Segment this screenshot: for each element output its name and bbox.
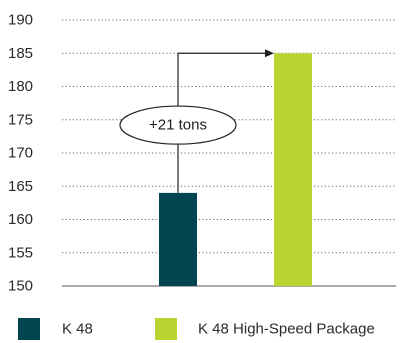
legend: K 48 K 48 High-Speed Package <box>18 318 375 340</box>
y-tick-label: 190 <box>8 12 33 29</box>
y-tick-label: 155 <box>8 244 33 261</box>
legend-swatch <box>155 318 177 340</box>
y-tick-label: 150 <box>8 278 33 295</box>
gridlines <box>62 19 396 254</box>
difference-annotation: +21 tons <box>119 49 274 193</box>
bar-k48-high-speed <box>274 53 312 286</box>
annotation-ellipse <box>119 105 237 145</box>
bars <box>159 53 312 286</box>
y-tick-label: 160 <box>8 211 33 228</box>
annotation-connector <box>177 52 266 193</box>
legend-swatch <box>18 318 40 340</box>
legend-label: K 48 High-Speed Package <box>198 321 375 338</box>
legend-label: K 48 <box>62 321 93 338</box>
y-tick-label: 185 <box>8 45 33 62</box>
y-tick-label: 165 <box>8 178 33 195</box>
bar-k48 <box>159 192 197 286</box>
y-axis-tick-labels: 150 155 160 165 170 175 180 185 190 <box>8 12 33 295</box>
y-tick-label: 170 <box>8 145 33 162</box>
y-tick-label: 175 <box>8 111 33 128</box>
y-tick-label: 180 <box>8 78 33 95</box>
annotation-arrowhead <box>265 49 274 58</box>
annotation-label: +21 tons <box>149 117 207 134</box>
